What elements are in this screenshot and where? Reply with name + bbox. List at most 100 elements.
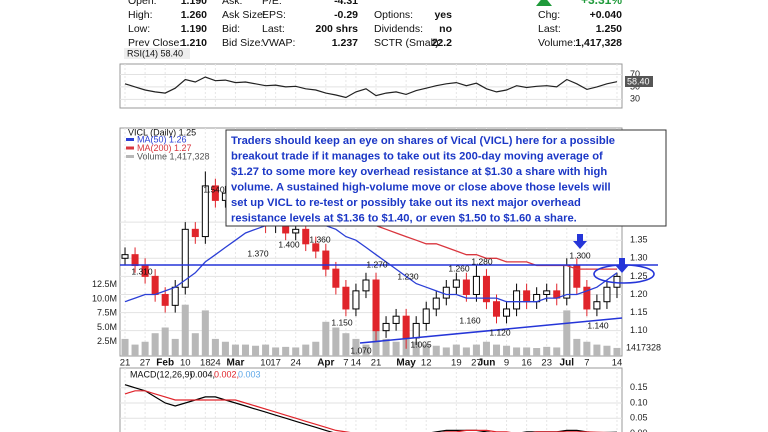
x-tick-label: Feb <box>156 358 174 369</box>
legend-entry: MA(50) 1.26 <box>137 134 187 144</box>
y-tick-label: 0.05 <box>630 413 648 423</box>
x-tick-label: 10 <box>260 358 271 369</box>
candle-body <box>543 290 551 295</box>
candle-body <box>422 308 430 324</box>
candle-body <box>121 254 129 259</box>
candle-body <box>342 286 350 310</box>
rsi-panel <box>119 63 623 109</box>
candle-body <box>442 286 450 299</box>
x-tick-label: 18 <box>200 358 211 369</box>
rsi-last-label: 58.40 <box>627 76 650 86</box>
x-tick-label: 23 <box>541 358 552 369</box>
quote-label: Options: <box>374 9 413 21</box>
volume-bar <box>141 341 149 356</box>
x-tick-label: 16 <box>521 358 532 369</box>
volume-bar <box>422 344 430 356</box>
price-annotation: 1.400 <box>278 239 300 249</box>
candle-body <box>312 243 320 252</box>
quote-value: 1,417,328 <box>575 37 622 49</box>
macd-legend-value: 0.003 <box>238 369 261 379</box>
y-tick-label: 0.10 <box>630 397 648 407</box>
candle-body <box>583 286 591 310</box>
volume-bar <box>252 345 260 356</box>
rsi-legend-bg <box>124 48 190 59</box>
candle-body <box>492 301 501 317</box>
quote-value: -0.29 <box>334 9 358 21</box>
volume-bar <box>432 345 440 356</box>
series-line <box>124 390 611 432</box>
volume-bar <box>613 347 621 356</box>
candle-body <box>513 290 521 310</box>
volume-bar <box>231 344 239 356</box>
up-arrow-icon <box>536 0 552 6</box>
price-annotation: 1.310 <box>131 266 153 276</box>
macd-legend: MACD(12,26,9) <box>130 369 193 379</box>
price-annotation: 1.120 <box>489 327 511 337</box>
x-tick-label: May <box>396 358 416 369</box>
x-tick-label: 7 <box>343 358 348 369</box>
quote-label: Dividends: <box>374 23 423 35</box>
quote-value: +3.31% <box>581 0 622 7</box>
quote-label: Ask: <box>222 0 242 7</box>
volume-bar <box>583 341 591 356</box>
x-tick-label: 14 <box>351 358 362 369</box>
candle-body <box>402 315 410 339</box>
candle-body <box>211 185 219 201</box>
volume-bar <box>492 344 501 356</box>
note-line: Traders should keep an eye on shares of … <box>231 135 615 147</box>
quote-label: EPS: <box>262 9 286 21</box>
note-line: breakout trade if it manages to take out… <box>231 150 603 162</box>
volume-bar <box>553 347 561 356</box>
quote-label: Bid: <box>222 23 240 35</box>
volume-bar <box>181 304 189 356</box>
x-tick-label: 24 <box>290 358 301 369</box>
arrow-icon <box>615 258 629 273</box>
price-annotation: 1.540 <box>203 184 225 194</box>
y-tick-label: 1.35 <box>630 235 648 245</box>
volume-bar <box>131 344 139 356</box>
volume-bar <box>412 341 420 356</box>
quote-value: 200 shrs <box>315 23 358 35</box>
candle-body <box>131 254 139 267</box>
price-panel <box>119 127 623 357</box>
price-annotation: 1.230 <box>397 271 419 281</box>
x-tick-label: 24 <box>210 358 221 369</box>
candle-body <box>462 279 470 295</box>
quote-value: 1.210 <box>181 37 207 49</box>
candle-body <box>151 275 159 295</box>
legend-swatch <box>126 138 134 141</box>
x-tick-label: Mar <box>227 358 245 369</box>
volume-bar <box>462 347 470 356</box>
candle-body <box>302 228 310 245</box>
candle-body <box>201 185 209 238</box>
price-annotation: 1.300 <box>569 250 591 260</box>
legend-swatch <box>126 146 134 150</box>
series-line <box>124 217 618 303</box>
candle-body <box>181 228 189 288</box>
legend-swatch <box>126 155 134 158</box>
volume-bar <box>533 348 541 356</box>
series-line <box>124 76 618 99</box>
price-annotation: 1.140 <box>587 320 609 330</box>
candle-body <box>523 290 531 303</box>
note-line: volume. A sustained high-volume move or … <box>231 181 611 193</box>
y-tick-label: 1.20 <box>630 289 648 299</box>
quote-label: Volume: <box>538 37 576 49</box>
price-annotation: 1.150 <box>331 317 353 327</box>
x-tick-label: 19 <box>451 358 462 369</box>
y-tick-label: 1.15 <box>630 307 648 317</box>
candle-body <box>603 286 611 303</box>
volume-bar <box>563 310 571 356</box>
quote-label: Last: <box>262 23 285 35</box>
price-legend-title: VICL (Daily) 1.25 <box>128 127 196 137</box>
candle-body <box>472 275 480 295</box>
volume-bar <box>121 338 129 356</box>
price-annotation: 1.260 <box>448 263 470 273</box>
rsi-legend: RSI(14) 58.40 <box>127 48 183 58</box>
candle-body <box>191 228 199 238</box>
volume-bar <box>593 344 601 356</box>
price-annotation: 1.005 <box>410 339 432 349</box>
candle-body <box>372 279 380 332</box>
candle-body <box>161 293 169 306</box>
y-tick-label: 0.15 <box>630 382 648 392</box>
